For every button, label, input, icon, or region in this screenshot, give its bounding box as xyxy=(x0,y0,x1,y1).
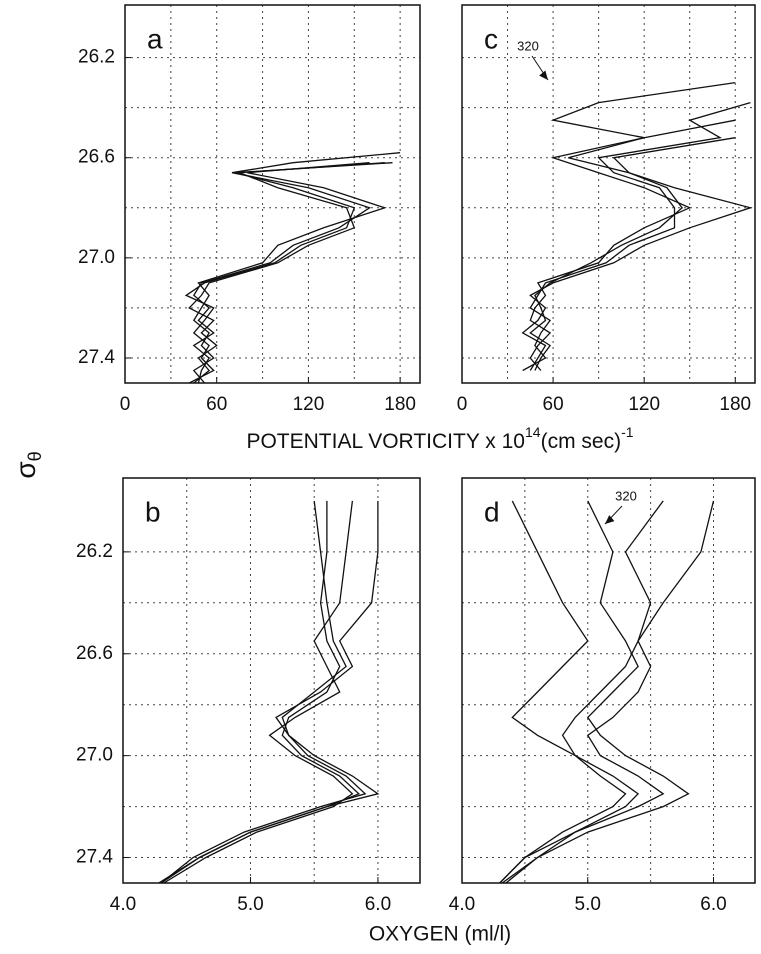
panel-background xyxy=(125,5,420,383)
y-tick-label: 26.6 xyxy=(78,147,115,168)
pv-axis-label: POTENTIAL VORTICITY x 1014(cm sec)-1 xyxy=(246,424,633,453)
profile-line xyxy=(163,500,354,883)
panel-background xyxy=(462,478,755,883)
x-tick-label: 0 xyxy=(120,394,131,415)
x-tick-label: 5.0 xyxy=(237,894,263,915)
panel-background xyxy=(462,5,755,383)
y-axis-label: σθ xyxy=(10,451,44,478)
annotation: 320 xyxy=(517,38,539,53)
x-tick-label: 120 xyxy=(293,394,325,415)
y-tick-label: 27.0 xyxy=(76,745,113,766)
profile-line xyxy=(192,152,401,383)
y-label-symbol: σ xyxy=(10,461,41,478)
y-tick-label: 26.6 xyxy=(76,643,113,664)
x-tick-label: 120 xyxy=(628,394,660,415)
profile-line xyxy=(529,119,736,371)
y-label-subscript: θ xyxy=(25,451,45,461)
y-tick-label: 27.4 xyxy=(78,347,115,368)
profile-line xyxy=(158,500,380,883)
y-tick-label: 26.2 xyxy=(76,541,113,562)
panel-frame xyxy=(461,477,756,884)
profile-line xyxy=(499,500,664,883)
x-tick-label: 6.0 xyxy=(365,894,391,915)
annotation-arrowhead xyxy=(539,70,548,80)
panel-frame xyxy=(461,4,756,384)
oxygen-axis-label: OXYGEN (ml/l) xyxy=(369,923,511,946)
annotation-arrowhead xyxy=(605,515,615,524)
x-tick-label: 0 xyxy=(457,394,468,415)
panel-label: b xyxy=(145,496,161,527)
y-tick-label: 27.4 xyxy=(76,847,113,868)
x-tick-label: 60 xyxy=(543,394,564,415)
panel-label: c xyxy=(484,23,498,54)
panel-frame xyxy=(122,477,421,884)
x-tick-label: 180 xyxy=(384,394,416,415)
profile-line xyxy=(192,162,387,383)
profile-line xyxy=(499,500,640,883)
panel-label: a xyxy=(147,23,163,54)
profile-line xyxy=(529,137,736,371)
profile-line xyxy=(501,500,690,883)
annotation: 320 xyxy=(615,488,637,503)
panel-frame xyxy=(124,4,421,384)
x-tick-label: 5.0 xyxy=(575,894,601,915)
pv-label-unit-exponent: -1 xyxy=(621,424,634,440)
x-tick-label: 60 xyxy=(206,394,227,415)
pv-label-text: POTENTIAL VORTICITY x 10 xyxy=(246,430,525,453)
y-tick-label: 26.2 xyxy=(78,47,115,68)
profile-line xyxy=(505,500,715,883)
profile-line xyxy=(184,162,393,383)
x-tick-label: 4.0 xyxy=(449,894,475,915)
x-tick-label: 6.0 xyxy=(700,894,726,915)
y-tick-label: 27.0 xyxy=(78,247,115,268)
panel-background xyxy=(123,478,420,883)
pv-label-unit: (cm sec) xyxy=(541,430,622,453)
x-tick-label: 180 xyxy=(719,394,751,415)
pv-label-exponent: 14 xyxy=(525,424,541,440)
profile-line xyxy=(522,101,751,372)
x-tick-label: 4.0 xyxy=(110,894,136,915)
panel-label: d xyxy=(484,496,500,527)
